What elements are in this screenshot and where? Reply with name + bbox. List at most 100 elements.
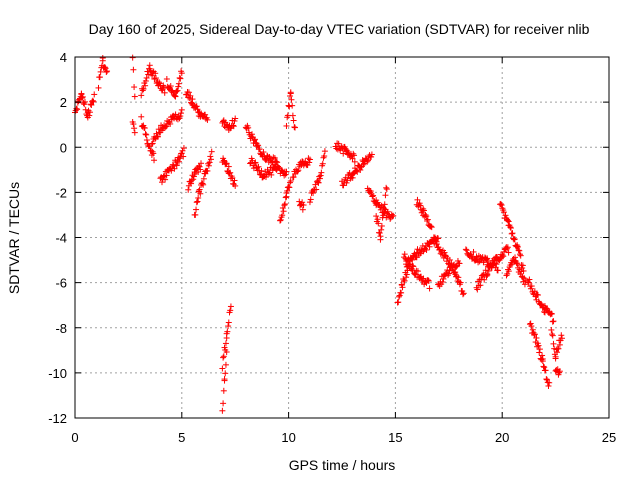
data-point — [88, 101, 95, 108]
data-point — [207, 156, 214, 163]
data-point — [485, 267, 492, 274]
data-point — [232, 115, 239, 122]
data-point — [459, 291, 466, 298]
data-point — [104, 68, 111, 75]
data-point — [192, 211, 199, 218]
data-point — [131, 129, 138, 136]
data-point — [145, 71, 152, 78]
data-point — [401, 251, 408, 258]
data-point — [544, 306, 551, 313]
data-point — [554, 349, 561, 356]
data-point — [199, 180, 206, 187]
data-point — [248, 131, 255, 138]
data-point — [482, 267, 489, 274]
data-point — [232, 182, 239, 189]
data-point — [508, 230, 515, 237]
data-point — [445, 270, 452, 277]
data-point — [302, 158, 309, 165]
data-point — [549, 318, 556, 325]
data-point — [197, 166, 204, 173]
data-point — [193, 199, 200, 206]
data-point — [536, 346, 543, 353]
data-point — [294, 168, 301, 175]
data-point — [222, 370, 229, 377]
gridlines — [75, 57, 609, 418]
data-point — [542, 367, 549, 374]
data-point — [351, 152, 358, 159]
data-point — [143, 131, 150, 138]
data-point — [255, 163, 262, 170]
data-point — [89, 97, 96, 104]
data-point — [200, 175, 207, 182]
data-point — [535, 342, 542, 349]
data-point — [378, 226, 385, 233]
data-point — [290, 174, 297, 181]
data-point — [148, 141, 155, 148]
data-point — [306, 159, 313, 166]
data-point — [403, 271, 410, 278]
data-point — [527, 320, 534, 327]
data-point — [143, 74, 150, 81]
data-point — [507, 224, 514, 231]
data-point — [460, 290, 467, 297]
data-point — [502, 212, 509, 219]
data-point — [380, 212, 387, 219]
data-point — [180, 153, 187, 160]
data-point — [307, 196, 314, 203]
data-point — [343, 179, 350, 186]
data-point — [550, 340, 557, 347]
data-point — [220, 354, 227, 361]
y-tick-label: -10 — [48, 366, 67, 381]
data-point — [194, 106, 201, 113]
data-point — [97, 68, 104, 75]
data-point — [176, 74, 183, 81]
data-point — [376, 230, 383, 237]
data-point — [316, 175, 323, 182]
data-point — [513, 259, 520, 266]
data-point — [162, 176, 169, 183]
y-tick-label: -12 — [48, 411, 67, 426]
data-point — [220, 353, 227, 360]
data-point — [528, 323, 535, 330]
data-point — [470, 248, 477, 255]
data-point — [208, 148, 215, 155]
data-point — [225, 319, 232, 326]
data-point — [285, 183, 292, 190]
data-point — [286, 184, 293, 191]
data-point — [433, 241, 440, 248]
data-point — [531, 331, 538, 338]
data-point — [500, 253, 507, 260]
data-point — [91, 91, 98, 98]
data-point — [251, 137, 258, 144]
data-point — [395, 299, 402, 306]
data-point — [153, 130, 160, 137]
data-point — [549, 331, 556, 338]
data-point — [224, 328, 231, 335]
data-point — [383, 186, 390, 193]
data-point — [177, 113, 184, 120]
data-point — [481, 276, 488, 283]
data-point — [378, 222, 385, 229]
data-point — [286, 103, 293, 110]
data-point — [156, 80, 163, 87]
data-point — [219, 365, 226, 372]
data-point — [291, 124, 298, 131]
data-point — [152, 70, 159, 77]
data-point — [558, 332, 565, 339]
data-point — [555, 345, 562, 352]
data-point — [382, 192, 389, 199]
data-point — [414, 196, 421, 203]
data-point — [230, 123, 237, 130]
data-point — [422, 211, 429, 218]
data-point — [256, 171, 263, 178]
data-point — [439, 279, 446, 286]
data-point — [401, 277, 408, 284]
data-point — [306, 199, 313, 206]
data-point — [255, 142, 262, 149]
data-point — [381, 205, 388, 212]
data-point — [283, 168, 290, 175]
data-point — [517, 251, 523, 258]
data-point — [251, 160, 258, 167]
data-point — [158, 179, 165, 186]
data-point — [541, 364, 548, 371]
